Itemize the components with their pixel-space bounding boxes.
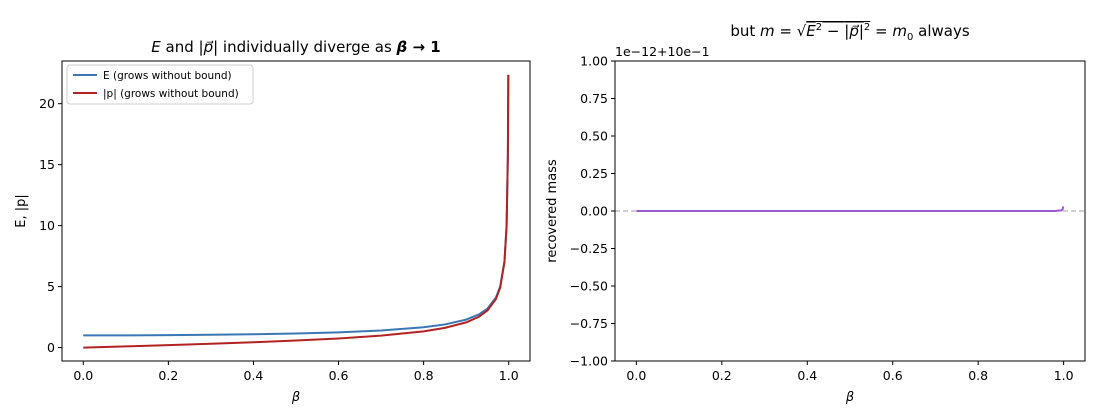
legend-box	[66, 64, 254, 105]
right-x-tick-label: 1.0	[1054, 368, 1074, 383]
right-y-tick-label: −0.25	[570, 241, 608, 256]
legend-label-p: |p| (grows without bound)	[103, 88, 239, 100]
left-x-tick-label: 0.8	[414, 368, 434, 383]
left-y-ticks: 0 5 10 15 20	[39, 96, 62, 355]
left-chart-title: E and |p⃗| individually diverge as β → 1	[151, 38, 440, 56]
right-series-group	[636, 206, 1065, 212]
right-y-tick-label: 1.00	[580, 54, 608, 69]
right-chart: but m = √E2 − |p⃗|2 = m0 always 1e−12+10…	[545, 22, 1086, 405]
left-x-ticks: 0.0 0.2 0.4 0.6 0.8 1.0	[73, 361, 519, 383]
right-plot-frame	[614, 60, 1086, 362]
left-series-line-0	[83, 74, 510, 337]
left-y-tick-label: 5	[47, 279, 55, 294]
left-x-tick-label: 0.0	[73, 368, 93, 383]
right-y-tick-label: 0.00	[580, 204, 608, 219]
left-legend: E (grows without bound) |p| (grows witho…	[66, 64, 254, 105]
left-y-tick-label: 0	[47, 340, 55, 355]
right-y-offset-text: 1e−12+10e−1	[615, 44, 710, 59]
right-x-tick-label: 0.0	[626, 368, 646, 383]
right-x-tick-label: 0.2	[712, 368, 732, 383]
left-y-axis-label: E, |p|	[14, 194, 29, 228]
right-y-tick-label: 0.25	[580, 166, 608, 181]
right-x-tick-label: 0.8	[968, 368, 988, 383]
left-x-tick-label: 0.4	[244, 368, 264, 383]
left-series-line-1	[83, 75, 510, 349]
left-y-tick-label: 10	[39, 218, 55, 233]
left-plot-frame	[61, 60, 531, 362]
right-series-line-0	[636, 206, 1065, 212]
right-x-ticks: 0.0 0.2 0.4 0.6 0.8 1.0	[626, 361, 1074, 383]
right-y-tick-label: −1.00	[570, 354, 608, 369]
left-x-tick-label: 0.6	[329, 368, 349, 383]
left-y-tick-label: 15	[39, 157, 55, 172]
right-x-tick-label: 0.4	[797, 368, 817, 383]
right-x-tick-label: 0.6	[883, 368, 903, 383]
right-y-tick-label: 0.50	[580, 129, 608, 144]
left-x-tick-label: 1.0	[499, 368, 519, 383]
right-y-ticks: 1.00 0.75 0.50 0.25 0.00 −0.25 −0.50 −0.75 −1.00	[570, 54, 615, 369]
legend-label-e: E (grows without bound)	[103, 70, 232, 82]
left-x-tick-label: 0.2	[158, 368, 178, 383]
right-y-axis-label: recovered mass	[545, 159, 560, 263]
right-chart-title: but m = √E2 − |p⃗|2 = m0 always	[730, 22, 970, 43]
left-y-tick-label: 20	[39, 96, 55, 111]
right-y-tick-label: −0.50	[570, 279, 608, 294]
right-y-tick-label: −0.75	[570, 316, 608, 331]
right-y-tick-label: 0.75	[580, 91, 608, 106]
left-series-group	[83, 74, 510, 349]
right-x-axis-label: β	[845, 390, 854, 405]
left-chart: E and |p⃗| individually diverge as β → 1…	[14, 38, 531, 405]
left-x-axis-label: β	[291, 390, 300, 405]
